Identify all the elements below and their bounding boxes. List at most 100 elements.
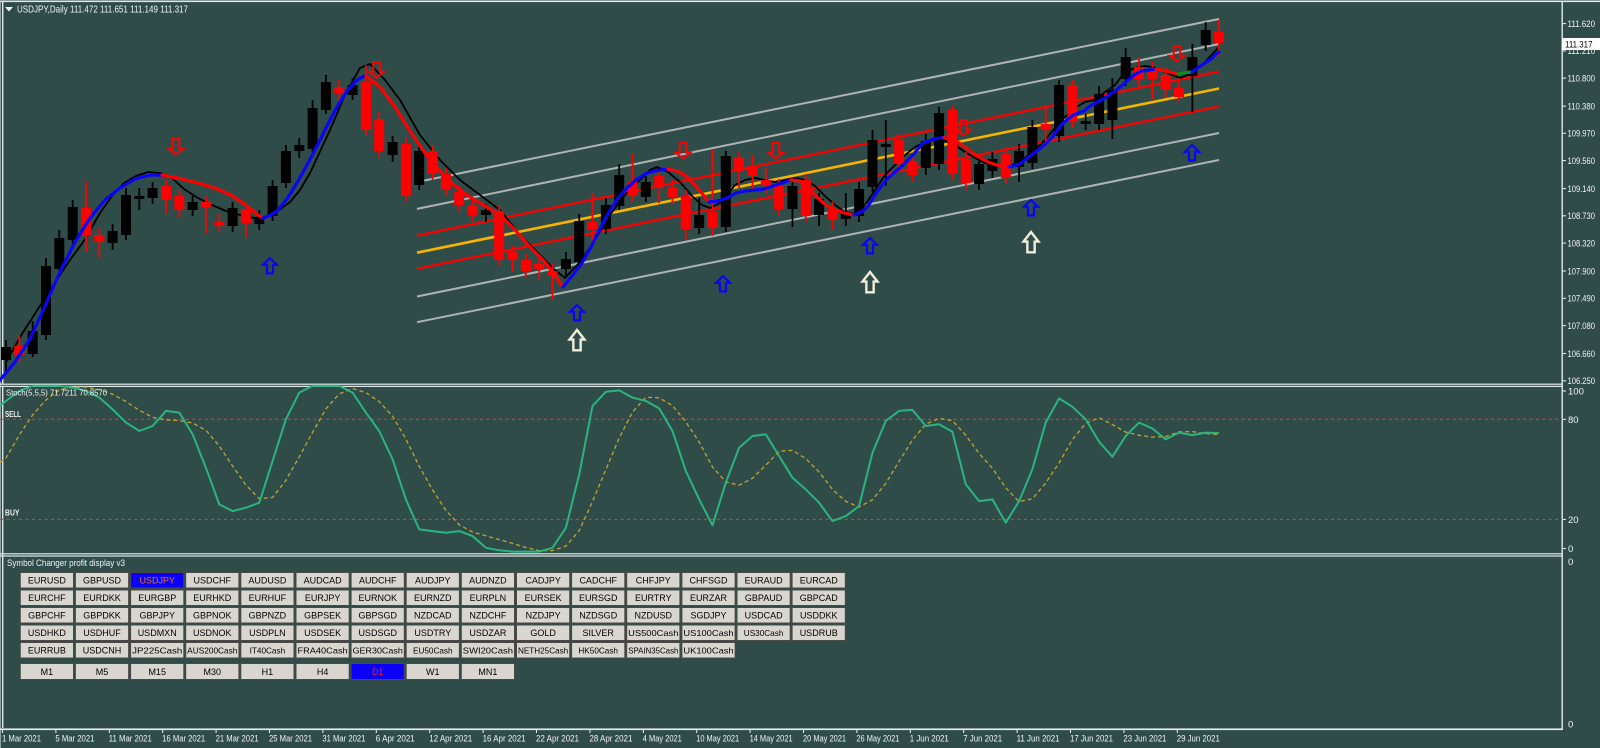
svg-text:EURPLN: EURPLN [470, 593, 507, 603]
svg-text:AUDJPY: AUDJPY [415, 576, 451, 586]
svg-text:12 Apr 2021: 12 Apr 2021 [429, 734, 472, 744]
svg-text:14 May 2021: 14 May 2021 [750, 734, 793, 744]
svg-text:AUS200Cash: AUS200Cash [187, 647, 238, 656]
svg-text:SWI20Cash: SWI20Cash [463, 647, 514, 656]
svg-text:17 Jun 2021: 17 Jun 2021 [1070, 734, 1113, 744]
svg-text:26 May 2021: 26 May 2021 [856, 734, 899, 744]
svg-text:M15: M15 [148, 667, 166, 677]
svg-text:EURHKD: EURHKD [193, 593, 232, 603]
svg-text:23 Jun 2021: 23 Jun 2021 [1123, 734, 1166, 744]
svg-text:GBPSGD: GBPSGD [358, 611, 397, 621]
svg-text:7 Jun 2021: 7 Jun 2021 [963, 734, 1002, 744]
svg-text:SGDJPY: SGDJPY [690, 611, 726, 621]
svg-text:NZDCHF: NZDCHF [469, 611, 506, 621]
svg-text:111.620: 111.620 [1568, 19, 1596, 29]
svg-text:IT40Cash: IT40Cash [250, 647, 286, 656]
svg-text:EU50Cash: EU50Cash [413, 647, 453, 656]
svg-text:EURSGD: EURSGD [579, 593, 618, 603]
svg-text:80: 80 [1568, 415, 1579, 426]
svg-text:USDMXN: USDMXN [138, 628, 177, 638]
svg-text:EURJPY: EURJPY [305, 593, 341, 603]
svg-text:0: 0 [1568, 557, 1573, 568]
svg-text:AUDCHF: AUDCHF [359, 576, 397, 586]
svg-text:NZDCAD: NZDCAD [414, 611, 452, 621]
svg-text:28 Apr 2021: 28 Apr 2021 [589, 734, 632, 744]
svg-text:Stoch(5,5,5) 71.7211 70.8570: Stoch(5,5,5) 71.7211 70.8570 [6, 388, 107, 398]
svg-text:EURRUB: EURRUB [28, 646, 66, 656]
svg-text:US30Cash: US30Cash [744, 629, 784, 638]
svg-text:25 Mar 2021: 25 Mar 2021 [269, 734, 312, 744]
svg-text:GBPCAD: GBPCAD [800, 593, 839, 603]
svg-text:NETH25Cash: NETH25Cash [518, 647, 569, 656]
svg-text:GER30Cash: GER30Cash [353, 647, 404, 656]
svg-text:EURAUD: EURAUD [745, 576, 784, 586]
svg-text:16 Apr 2021: 16 Apr 2021 [483, 734, 526, 744]
svg-text:100: 100 [1568, 387, 1584, 398]
svg-text:SPAIN35Cash: SPAIN35Cash [628, 647, 679, 656]
svg-text:0: 0 [1568, 720, 1573, 731]
svg-text:31 Mar 2021: 31 Mar 2021 [322, 734, 365, 744]
svg-text:CADJPY: CADJPY [525, 576, 561, 586]
svg-text:11 Mar 2021: 11 Mar 2021 [109, 734, 152, 744]
svg-text:EURNOK: EURNOK [358, 593, 397, 603]
svg-text:BUY: BUY [5, 508, 20, 518]
svg-text:6 Apr 2021: 6 Apr 2021 [376, 734, 415, 744]
svg-text:EURCHF: EURCHF [28, 593, 66, 603]
svg-text:GBPNZD: GBPNZD [249, 611, 287, 621]
svg-text:0: 0 [1568, 544, 1573, 555]
svg-text:UK100Cash: UK100Cash [683, 647, 734, 656]
svg-text:5 Mar 2021: 5 Mar 2021 [55, 734, 94, 744]
svg-text:10 May 2021: 10 May 2021 [696, 734, 739, 744]
svg-text:1 Mar 2021: 1 Mar 2021 [2, 734, 41, 744]
svg-text:M5: M5 [96, 667, 109, 677]
svg-text:CHFJPY: CHFJPY [636, 576, 671, 586]
svg-text:11 Jun 2021: 11 Jun 2021 [1017, 734, 1060, 744]
svg-text:106.660: 106.660 [1568, 349, 1596, 359]
svg-text:CADCHF: CADCHF [579, 576, 617, 586]
svg-text:107.080: 107.080 [1568, 321, 1596, 331]
svg-text:USDTRY: USDTRY [414, 628, 451, 638]
svg-text:GBPUSD: GBPUSD [83, 576, 122, 586]
svg-text:21 Mar 2021: 21 Mar 2021 [216, 734, 259, 744]
svg-text:16 Mar 2021: 16 Mar 2021 [162, 734, 205, 744]
svg-text:NZDSGD: NZDSGD [579, 611, 618, 621]
svg-text:USDNOK: USDNOK [193, 628, 232, 638]
svg-text:AUDNZD: AUDNZD [469, 576, 507, 586]
svg-text:H4: H4 [317, 667, 329, 677]
svg-text:US500Cash: US500Cash [628, 629, 679, 638]
svg-text:GBPNOK: GBPNOK [193, 611, 232, 621]
svg-text:USDSEK: USDSEK [304, 628, 341, 638]
svg-text:107.490: 107.490 [1568, 294, 1596, 304]
svg-text:109.140: 109.140 [1568, 184, 1596, 194]
svg-text:USDRUB: USDRUB [800, 628, 838, 638]
svg-text:EURTRY: EURTRY [635, 593, 672, 603]
svg-text:USDDKK: USDDKK [800, 611, 838, 621]
svg-text:20 May 2021: 20 May 2021 [803, 734, 846, 744]
svg-text:USDCNH: USDCNH [83, 646, 122, 656]
svg-text:D1: D1 [372, 667, 384, 677]
svg-text:111.210: 111.210 [1568, 46, 1596, 56]
svg-text:GBPJPY: GBPJPY [139, 611, 175, 621]
svg-text:GBPCHF: GBPCHF [28, 611, 66, 621]
svg-text:USDHUF: USDHUF [83, 628, 121, 638]
svg-text:AUDUSD: AUDUSD [248, 576, 287, 586]
svg-text:22 Apr 2021: 22 Apr 2021 [536, 734, 579, 744]
svg-text:107.900: 107.900 [1568, 266, 1596, 276]
svg-text:H1: H1 [262, 667, 274, 677]
svg-text:GBPAUD: GBPAUD [745, 593, 783, 603]
svg-text:106.250: 106.250 [1568, 376, 1596, 386]
svg-text:USDZAR: USDZAR [469, 628, 507, 638]
svg-text:EURNZD: EURNZD [414, 593, 452, 603]
svg-text:MN1: MN1 [478, 667, 497, 677]
svg-text:EURUSD: EURUSD [28, 576, 67, 586]
svg-text:USDCAD: USDCAD [745, 611, 784, 621]
svg-text:111.317: 111.317 [1565, 39, 1593, 49]
svg-text:110.380: 110.380 [1568, 101, 1596, 111]
svg-text:1 Jun 2021: 1 Jun 2021 [910, 734, 949, 744]
svg-text:SILVER: SILVER [583, 628, 615, 638]
svg-text:EURGBP: EURGBP [138, 593, 176, 603]
svg-text:GBPSEK: GBPSEK [304, 611, 341, 621]
svg-text:29 Jun 2021: 29 Jun 2021 [1177, 734, 1220, 744]
svg-text:CHFSGD: CHFSGD [690, 576, 729, 586]
svg-text:EURDKK: EURDKK [83, 593, 121, 603]
